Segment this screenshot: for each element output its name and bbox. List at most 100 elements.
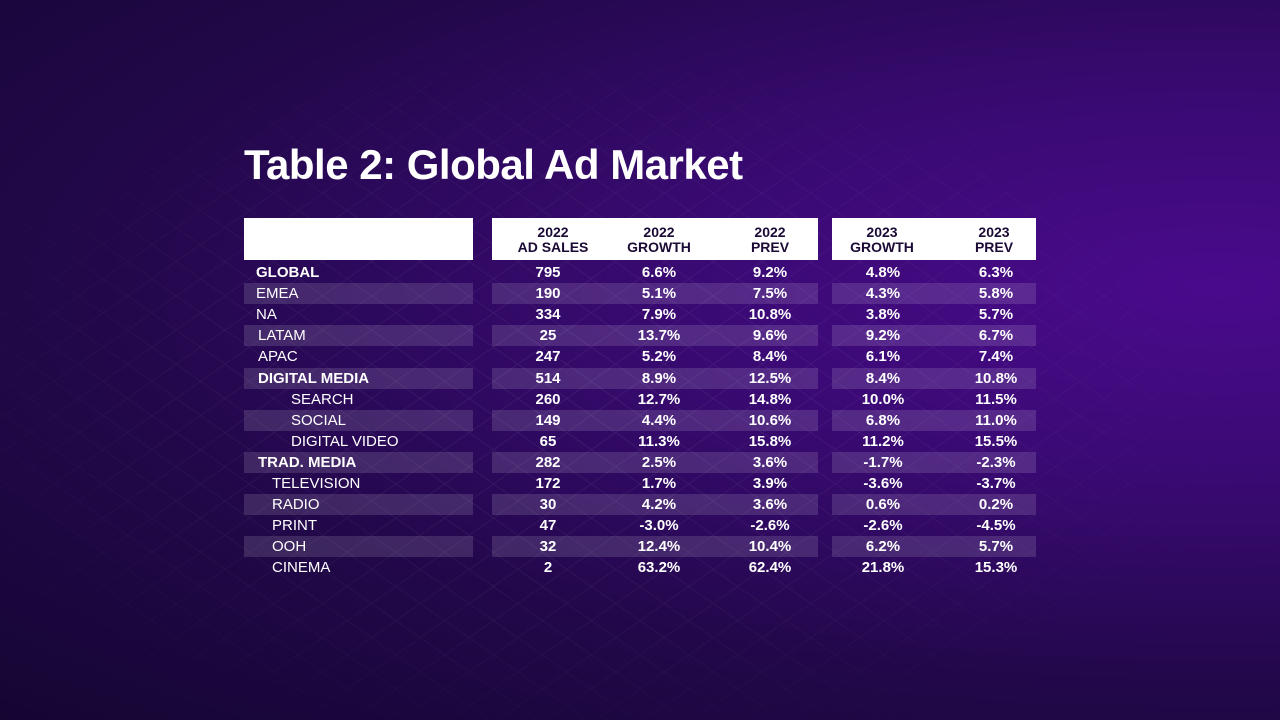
row-value: 6.1% [865, 348, 901, 366]
row-value: 4.8% [865, 264, 901, 281]
table-row: APAC 247 5.2% 8.4% 6.1% 7.4% [0, 346, 1280, 367]
row-value: 8.4% [865, 369, 901, 387]
row-band [492, 494, 818, 516]
row-band [492, 409, 818, 431]
row-label: LATAM [258, 327, 306, 345]
row-band [832, 325, 1036, 347]
header-2022-growth: 2022 GROWTH [627, 224, 691, 255]
row-value: 15.3% [974, 559, 1018, 577]
row-value: 13.7% [637, 327, 681, 345]
row-value: 11.2% [862, 432, 904, 450]
row-band [244, 451, 473, 473]
table-row: OOH 32 12.4% 10.4% 6.2% 5.7% [0, 536, 1280, 558]
row-band [492, 536, 818, 558]
row-value: 1.7% [641, 475, 677, 492]
row-value: -3.0% [639, 517, 679, 535]
table-row: PRINT 47 -3.0% -2.6% -2.6% -4.5% [0, 515, 1280, 536]
row-band [244, 283, 473, 305]
row-value: 514 [535, 369, 561, 387]
row-value: 10.8% [748, 306, 792, 324]
row-band [832, 283, 1036, 305]
header-2023-growth: 2023 GROWTH [850, 224, 914, 255]
row-value: 5.1% [641, 285, 677, 303]
row-value: 9.2% [865, 327, 901, 345]
header-2023-box [832, 218, 1036, 260]
row-value: 3.6% [752, 496, 788, 514]
row-value: 9.2% [752, 264, 788, 281]
row-value: -2.3% [976, 453, 1016, 471]
row-label: NA [256, 306, 277, 324]
row-value: -1.7% [863, 453, 903, 471]
row-value: 0.6% [865, 496, 901, 514]
table-row: TRAD. MEDIA 282 2.5% 3.6% -1.7% -2.3% [0, 451, 1280, 473]
row-value: 247 [535, 348, 561, 366]
row-label: RADIO [272, 496, 320, 514]
row-value: 190 [535, 285, 561, 303]
row-value: 10.6% [748, 411, 792, 429]
row-value: 10.8% [974, 369, 1018, 387]
row-value: 14.8% [748, 390, 792, 408]
row-value: 334 [535, 306, 561, 324]
row-value: 4.4% [641, 411, 677, 429]
row-label: TRAD. MEDIA [258, 453, 357, 471]
row-value: 8.4% [752, 348, 788, 366]
header-label-box [244, 218, 473, 260]
row-value: 6.3% [978, 264, 1014, 281]
row-value: 7.4% [978, 348, 1014, 366]
row-band [244, 494, 473, 516]
row-value: 6.2% [865, 538, 901, 556]
row-value: 10.4% [748, 538, 792, 556]
row-label: DIGITAL VIDEO [291, 432, 399, 450]
row-band [492, 451, 818, 473]
row-value: 15.8% [748, 432, 792, 450]
row-value: 5.7% [978, 306, 1014, 324]
table-row: EMEA 190 5.1% 7.5% 4.3% 5.8% [0, 283, 1280, 305]
row-value: 4.2% [641, 496, 677, 514]
table-row: TELEVISION 172 1.7% 3.9% -3.6% -3.7% [0, 473, 1280, 494]
row-value: 7.5% [752, 285, 788, 303]
row-value: 172 [535, 475, 561, 492]
row-value: -3.7% [976, 475, 1016, 492]
row-value: 3.6% [752, 453, 788, 471]
header-2022-ad-sales: 2022 AD SALES [517, 224, 589, 255]
row-band [832, 367, 1036, 389]
row-value: 795 [535, 264, 561, 281]
row-value: -2.6% [750, 517, 790, 535]
row-band [244, 409, 473, 431]
row-value: -3.6% [863, 475, 903, 492]
row-value: 3.9% [752, 475, 788, 492]
row-value: 15.5% [974, 432, 1018, 450]
row-band [492, 367, 818, 389]
row-value: 65 [539, 432, 557, 450]
header-2022-box [492, 218, 818, 260]
row-value: 149 [535, 411, 561, 429]
row-band [832, 536, 1036, 558]
table-row: LATAM 25 13.7% 9.6% 9.2% 6.7% [0, 325, 1280, 347]
row-label: APAC [258, 348, 298, 366]
row-value: 11.0% [975, 411, 1017, 429]
row-value: 47 [539, 517, 557, 535]
row-value: 62.4% [748, 559, 792, 577]
row-value: 32 [539, 538, 557, 556]
row-value: 63.2% [637, 559, 681, 577]
row-label: EMEA [256, 285, 299, 303]
row-value: 5.8% [978, 285, 1014, 303]
row-value: 0.2% [978, 496, 1014, 514]
row-label: OOH [272, 538, 307, 556]
table-row: NA 334 7.9% 10.8% 3.8% 5.7% [0, 304, 1280, 325]
row-value: 12.5% [748, 369, 792, 387]
row-band [832, 409, 1036, 431]
row-value: 11.5% [975, 390, 1017, 408]
row-value: 6.7% [978, 327, 1014, 345]
table-row: DIGITAL VIDEO 65 11.3% 15.8% 11.2% 15.5% [0, 431, 1280, 452]
row-band [244, 367, 473, 389]
row-value: 11.3% [638, 432, 680, 450]
page-title: Table 2: Global Ad Market [244, 141, 743, 188]
row-value: 12.7% [637, 390, 681, 408]
table-row: SEARCH 260 12.7% 14.8% 10.0% 11.5% [0, 389, 1280, 410]
row-value: 25 [539, 327, 557, 345]
row-value: 2 [543, 559, 553, 577]
row-value: -4.5% [976, 517, 1016, 535]
row-value: 6.6% [641, 264, 677, 281]
table-row: SOCIAL 149 4.4% 10.6% 6.8% 11.0% [0, 409, 1280, 431]
